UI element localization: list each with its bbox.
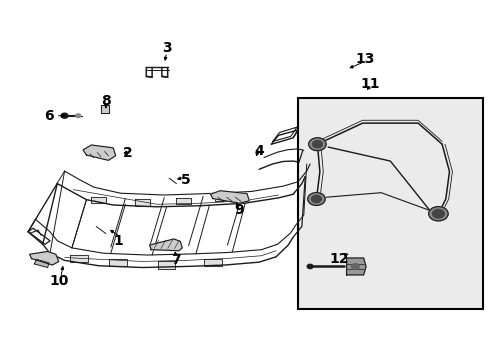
Circle shape <box>76 114 81 117</box>
Text: 10: 10 <box>49 274 68 288</box>
Polygon shape <box>149 239 182 251</box>
Polygon shape <box>30 251 59 265</box>
Text: 12: 12 <box>329 252 348 266</box>
Text: 6: 6 <box>44 109 54 123</box>
Polygon shape <box>158 261 175 269</box>
Polygon shape <box>34 259 49 267</box>
Text: 1: 1 <box>113 234 122 248</box>
Polygon shape <box>135 199 149 206</box>
Polygon shape <box>83 145 116 160</box>
Text: 11: 11 <box>360 77 379 91</box>
Circle shape <box>351 264 359 269</box>
Text: 3: 3 <box>162 41 171 55</box>
Polygon shape <box>215 195 229 202</box>
Polygon shape <box>109 259 126 266</box>
Circle shape <box>312 141 322 148</box>
Circle shape <box>428 207 447 221</box>
Text: 2: 2 <box>122 146 132 160</box>
Polygon shape <box>210 191 249 203</box>
Text: 8: 8 <box>101 94 111 108</box>
Text: 7: 7 <box>171 253 181 267</box>
Polygon shape <box>203 259 221 266</box>
Polygon shape <box>346 258 366 275</box>
Circle shape <box>307 193 325 206</box>
Polygon shape <box>176 198 191 204</box>
Text: 13: 13 <box>355 51 374 66</box>
Circle shape <box>308 138 325 150</box>
Circle shape <box>61 113 68 118</box>
Circle shape <box>311 195 321 203</box>
Polygon shape <box>101 105 109 113</box>
Polygon shape <box>70 255 88 262</box>
Circle shape <box>432 210 443 218</box>
Text: 4: 4 <box>254 144 264 158</box>
Text: 9: 9 <box>233 203 243 217</box>
Bar <box>297 98 482 309</box>
Circle shape <box>306 264 312 269</box>
Text: 5: 5 <box>181 173 191 187</box>
Polygon shape <box>91 197 106 203</box>
